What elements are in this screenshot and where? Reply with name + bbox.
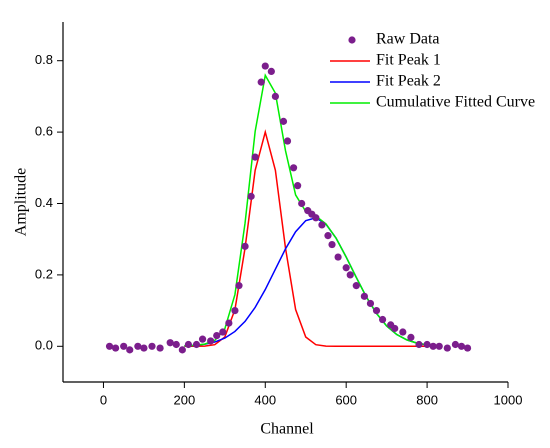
- data-point: [451, 340, 460, 349]
- data-point: [366, 299, 375, 308]
- data-point: [225, 319, 233, 327]
- legend-marker: [348, 36, 356, 44]
- data-point: [435, 342, 443, 350]
- data-point: [352, 282, 360, 290]
- data-point: [391, 324, 399, 333]
- data-point: [312, 214, 320, 222]
- data-point: [271, 92, 279, 100]
- data-point: [172, 340, 180, 349]
- data-point: [192, 340, 201, 349]
- data-point: [289, 164, 298, 172]
- data-point: [126, 346, 134, 354]
- data-point: [178, 346, 186, 354]
- data-point: [399, 328, 407, 336]
- y-tick-label: 0.8: [35, 52, 53, 67]
- data-point: [463, 344, 472, 352]
- y-tick-label: 0.4: [35, 195, 53, 210]
- x-tick-label: 400: [254, 392, 276, 407]
- x-tick-label: 800: [416, 392, 438, 407]
- legend-label: Cumulative Fitted Curve: [376, 94, 535, 111]
- fit-line: [184, 129, 428, 348]
- data-point: [283, 137, 292, 145]
- data-point: [423, 340, 431, 349]
- data-point: [166, 339, 174, 347]
- legend-label: Fit Peak 2: [376, 73, 441, 90]
- data-point: [111, 344, 120, 352]
- data-point: [298, 199, 306, 208]
- data-point: [231, 307, 239, 315]
- legend-label: Raw Data: [376, 31, 440, 48]
- data-point: [213, 331, 221, 340]
- data-point: [134, 342, 142, 350]
- y-tick-label: 0.2: [35, 266, 53, 281]
- data-point: [429, 342, 437, 350]
- y-axis-label: Amplitude: [13, 168, 30, 236]
- data-point: [261, 62, 269, 70]
- data-point: [294, 182, 302, 190]
- data-point: [267, 67, 275, 76]
- data-point: [247, 192, 255, 200]
- data-point: [140, 344, 148, 352]
- x-tick-label: 200: [174, 392, 196, 407]
- data-point: [120, 342, 128, 350]
- data-point: [324, 232, 332, 240]
- data-point: [415, 340, 423, 349]
- y-tick-label: 0.0: [35, 338, 53, 353]
- data-point: [207, 337, 215, 345]
- data-point: [328, 240, 336, 249]
- y-tick-label: 0.6: [35, 124, 53, 139]
- x-tick-label: 1000: [494, 392, 523, 407]
- data-point: [372, 307, 381, 315]
- x-tick-label: 600: [335, 392, 357, 407]
- data-point: [198, 335, 207, 343]
- data-point: [156, 344, 164, 352]
- x-axis-label: Channel: [260, 421, 314, 438]
- data-point: [342, 264, 350, 272]
- data-point: [334, 253, 342, 261]
- data-point: [235, 282, 243, 290]
- data-point: [407, 333, 415, 341]
- data-point: [279, 117, 288, 125]
- data-point: [318, 221, 326, 229]
- data-point: [378, 315, 387, 324]
- x-tick-label: 0: [100, 392, 107, 407]
- data-point: [241, 242, 249, 250]
- data-point: [105, 342, 114, 350]
- data-point: [184, 340, 193, 349]
- data-point: [360, 292, 368, 300]
- data-point: [443, 344, 451, 352]
- data-point: [457, 342, 466, 350]
- data-point: [219, 328, 227, 336]
- data-point: [346, 271, 354, 279]
- data-point: [251, 153, 259, 161]
- data-point: [148, 342, 156, 350]
- data-point: [257, 78, 265, 86]
- legend-label: Fit Peak 1: [376, 52, 441, 69]
